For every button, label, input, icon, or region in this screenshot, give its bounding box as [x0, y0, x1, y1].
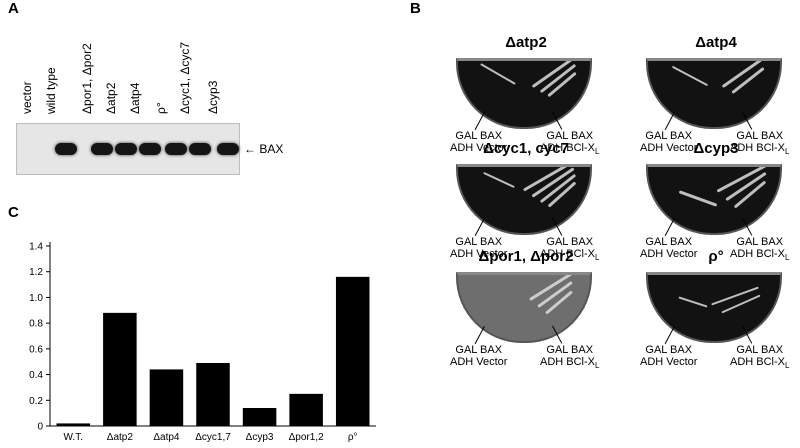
bar	[335, 276, 370, 426]
x-tick-label: Δatp2	[107, 432, 134, 443]
plate-title: Δatp4	[695, 34, 737, 51]
caption-pointer	[664, 326, 675, 345]
caption-pointer	[474, 326, 485, 345]
petri-dish	[646, 272, 782, 343]
caption-pointer	[474, 112, 485, 131]
blot-band	[165, 143, 187, 155]
caption-bclxl: GAL BAX ADH BCl-XL	[730, 236, 790, 263]
plate-title: Δcyc1, cyc7	[483, 140, 569, 157]
panel-a-letter: A	[8, 0, 19, 17]
caption-bclxl: GAL BAX ADH BCl-XL	[730, 344, 790, 371]
lane-label: vector	[20, 81, 34, 114]
bar	[103, 312, 137, 426]
caption-vector: GAL BAX ADH Vector	[640, 130, 698, 154]
bar	[242, 408, 277, 426]
caption-vector: GAL BAX ADH Vector	[450, 236, 508, 260]
yeast-streak	[483, 171, 515, 189]
panel-c-letter: C	[8, 204, 19, 221]
caption-bclxl: GAL BAX ADH BCl-XL	[540, 236, 600, 263]
x-tick-label: Δcyp3	[246, 432, 274, 443]
blot-band	[91, 143, 113, 155]
x-tick-label: W.T.	[64, 432, 83, 443]
yeast-streak	[711, 286, 759, 306]
lane-label: ρ°	[154, 102, 168, 114]
western-blot	[16, 123, 240, 175]
bar-chart: 0 0.2 0.4 0.6 0.8 1.0 1.2 1.4 W.T. Δatp2 Δatp4 Δcyc…	[29, 242, 376, 443]
y-tick-label: 0.8	[29, 319, 43, 330]
caption-bclxl: GAL BAX ADH BCl-XL	[730, 130, 790, 157]
y-tick-label: 0.6	[29, 344, 43, 355]
panel-b-letter: B	[410, 0, 421, 17]
yeast-streak	[671, 65, 709, 87]
blot-band	[217, 143, 239, 155]
caption-bclxl: GAL BAX ADH BCl-XL	[540, 344, 600, 371]
yeast-streak	[731, 67, 765, 94]
bax-band-label: ← BAX	[244, 142, 284, 156]
plate-title: Δatp2	[505, 34, 547, 51]
plate-title: Δpor1, Δpor2	[478, 248, 574, 265]
y-tick-label: 0.4	[29, 370, 43, 381]
yeast-streak	[480, 63, 516, 85]
x-tick-label: ρ°	[348, 432, 358, 443]
lane-label: Δcyc1, Δcyc7	[178, 41, 192, 114]
blot-band	[139, 143, 161, 155]
caption-vector: GAL BAX ADH Vector	[640, 236, 698, 260]
petri-dish	[646, 164, 782, 235]
yeast-streak	[678, 190, 718, 207]
yeast-streak	[545, 290, 573, 315]
caption-bclxl: GAL BAX ADH BCl-XL	[540, 130, 600, 157]
caption-pointer	[664, 112, 675, 131]
lane-label: Δcyp3	[206, 80, 220, 114]
plate-title: ρ°	[708, 248, 724, 265]
y-tick-label: 1.0	[29, 293, 43, 304]
blot-band	[115, 143, 137, 155]
blot-band	[189, 143, 211, 155]
y-tick-label: 1.4	[29, 242, 43, 253]
blot-band	[55, 143, 77, 155]
y-tick-label: 0	[37, 422, 43, 433]
caption-vector: GAL BAX ADH Vector	[450, 344, 508, 368]
caption-pointer	[474, 218, 485, 237]
lane-label: wild type	[44, 67, 58, 114]
x-tick-label: Δpor1,2	[289, 432, 324, 443]
lane-label: Δatp4	[128, 82, 142, 114]
petri-dish	[646, 58, 782, 129]
caption-pointer	[664, 218, 675, 237]
x-tick-label: Δatp4	[153, 432, 180, 443]
petri-dish	[456, 58, 592, 129]
bar	[196, 363, 230, 426]
lane-label: Δpor1, Δpor2	[80, 43, 94, 114]
bar	[289, 393, 323, 426]
y-tick-label: 0.2	[29, 396, 43, 407]
petri-dish	[456, 272, 592, 343]
caption-vector: GAL BAX ADH Vector	[450, 130, 508, 154]
bar	[56, 423, 91, 426]
caption-vector: GAL BAX ADH Vector	[640, 344, 698, 368]
plate-title: Δcyp3	[693, 140, 739, 157]
y-tick-label: 1.2	[29, 267, 43, 278]
yeast-streak	[678, 296, 708, 308]
bar	[149, 369, 184, 426]
lane-label: Δatp2	[104, 82, 118, 114]
petri-dish	[456, 164, 592, 235]
x-tick-label: Δcyc1,7	[195, 432, 231, 443]
